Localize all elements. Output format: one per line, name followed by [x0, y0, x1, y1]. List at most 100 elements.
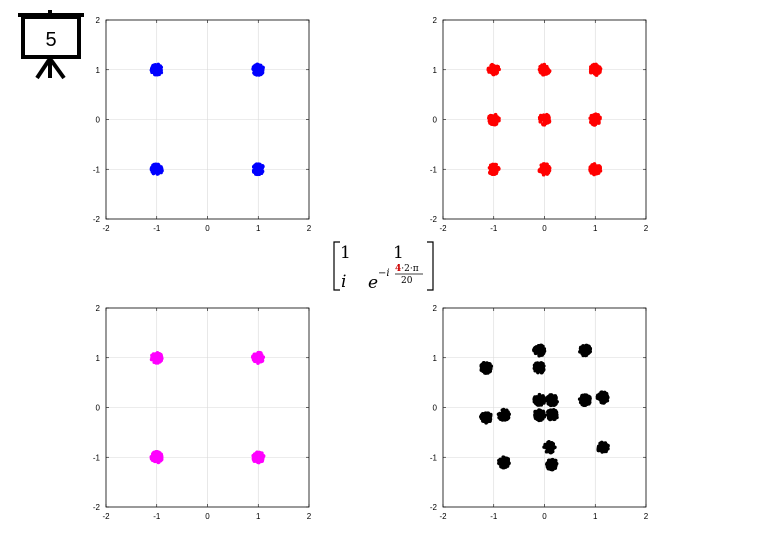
data-point	[506, 459, 510, 463]
data-point	[544, 170, 549, 174]
data-point	[484, 363, 489, 368]
transform-matrix: 1 1 i e −i 4·2·π 20	[333, 241, 434, 293]
x-tick-label: -1	[153, 512, 161, 521]
scatter-plot-black: -2 -1 0 1 2 -2 -1 0 1 2	[430, 304, 649, 521]
data-point	[553, 417, 557, 421]
point-cluster	[588, 162, 603, 177]
x-tick-label: 0	[542, 512, 547, 521]
x-tick-label: -1	[490, 224, 498, 233]
data-point	[499, 416, 503, 421]
point-cluster	[588, 112, 602, 127]
y-tick-label: 2	[96, 304, 101, 313]
data-point	[482, 366, 487, 371]
data-point	[149, 357, 154, 362]
data-point	[604, 392, 609, 397]
data-point	[257, 169, 262, 173]
data-point	[582, 403, 587, 408]
y-tick-label: 0	[96, 116, 101, 125]
matrix-a22-exponent-denominator: 20	[401, 276, 413, 286]
data-point	[545, 397, 550, 401]
data-point	[251, 453, 256, 458]
data-point	[502, 465, 507, 469]
matrix-a12: 1	[393, 243, 404, 263]
data-point	[489, 164, 494, 169]
point-cluster	[479, 411, 493, 425]
data-point	[496, 116, 501, 121]
y-tick-label: 2	[433, 304, 438, 313]
data-point	[598, 392, 603, 396]
data-point	[549, 393, 554, 397]
x-tick-label: -2	[439, 224, 447, 233]
data-point	[550, 408, 555, 413]
data-point	[581, 353, 586, 358]
data-point	[604, 447, 609, 452]
data-point	[550, 467, 555, 472]
data-point	[597, 448, 601, 453]
x-tick-label: 2	[307, 512, 312, 521]
data-point	[152, 170, 156, 175]
data-point	[502, 456, 507, 461]
data-point	[548, 443, 553, 448]
matrix-a11: 1	[340, 243, 351, 263]
data-point	[256, 452, 261, 456]
data-point	[549, 463, 554, 468]
x-tick-label: 2	[644, 512, 649, 521]
point-cluster	[595, 390, 610, 405]
data-point	[252, 459, 257, 463]
point-cluster	[149, 351, 164, 365]
y-tick-label: -2	[93, 215, 101, 224]
data-point	[151, 451, 155, 456]
data-point	[252, 67, 256, 72]
data-point	[539, 68, 544, 73]
data-point	[596, 121, 601, 125]
data-point	[584, 393, 589, 398]
y-tick-label: 1	[96, 354, 101, 363]
point-cluster	[487, 162, 501, 177]
y-tick-label: 2	[96, 16, 101, 25]
data-point	[153, 353, 157, 357]
data-point	[539, 347, 544, 352]
data-point	[504, 462, 509, 466]
x-tick-label: 1	[593, 224, 598, 233]
y-tick-label: 0	[433, 116, 438, 125]
data-point	[547, 409, 552, 414]
matrix-a22-exponent-numerator: 4·2·π	[395, 264, 419, 274]
data-point	[158, 68, 162, 72]
data-point	[586, 400, 591, 404]
data-point	[538, 412, 542, 417]
data-point	[549, 416, 554, 421]
data-point	[543, 68, 547, 73]
data-point	[540, 169, 544, 174]
y-tick-label: 1	[433, 354, 438, 363]
x-tick-label: 0	[542, 224, 547, 233]
y-tick-label: 1	[96, 66, 101, 75]
data-point	[497, 166, 501, 171]
data-point	[535, 349, 540, 353]
data-point	[538, 400, 543, 405]
data-point	[537, 408, 541, 412]
slide-number: 5	[45, 29, 56, 51]
data-point	[252, 353, 257, 358]
data-point	[253, 163, 258, 167]
data-point	[546, 164, 551, 169]
y-tick-label: -2	[430, 503, 438, 512]
point-cluster	[149, 62, 164, 77]
point-cluster	[533, 408, 547, 423]
data-point	[156, 62, 161, 67]
data-point	[479, 368, 484, 372]
data-point	[546, 416, 551, 420]
point-cluster	[251, 62, 265, 77]
data-point	[153, 64, 157, 69]
x-tick-label: 0	[205, 224, 210, 233]
exponent-numerator-rest: ·2·π	[401, 264, 418, 274]
x-tick-label: 2	[307, 224, 312, 233]
data-point	[546, 401, 551, 406]
data-point	[494, 171, 499, 176]
data-point	[545, 464, 550, 469]
x-tick-label: -1	[490, 512, 498, 521]
data-point	[594, 71, 599, 75]
data-point	[590, 163, 595, 167]
matrix-a22-exponent-prefix: −i	[378, 268, 390, 279]
data-point	[532, 365, 537, 369]
